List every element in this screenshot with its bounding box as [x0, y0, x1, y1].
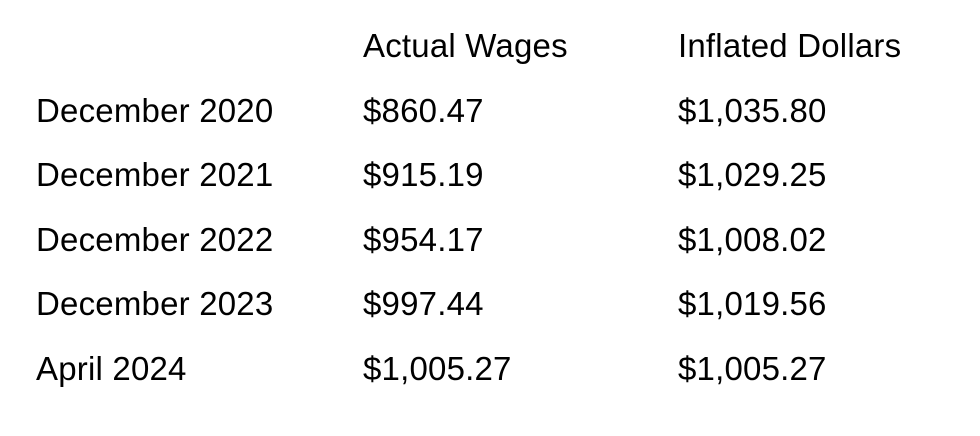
actual-wages-value: $1,005.27 — [363, 349, 512, 387]
row-label: December 2023 — [36, 285, 274, 323]
inflated-dollars-value: $1,035.80 — [678, 91, 827, 129]
table-row: December 2020 $860.47 $1,035.80 — [0, 79, 980, 144]
inflated-dollars-value: $1,008.02 — [678, 220, 827, 258]
row-label: December 2020 — [36, 91, 274, 129]
table-row: December 2023 $997.44 $1,019.56 — [0, 272, 980, 337]
inflated-dollars-value: $1,029.25 — [678, 156, 827, 194]
row-label: December 2022 — [36, 220, 274, 258]
actual-wages-value: $954.17 — [363, 220, 484, 258]
wages-table: Actual Wages Inflated Dollars December 2… — [0, 14, 980, 401]
actual-wages-value: $860.47 — [363, 91, 484, 129]
table-header-row: Actual Wages Inflated Dollars — [0, 14, 980, 79]
actual-wages-value: $915.19 — [363, 156, 484, 194]
row-label: April 2024 — [36, 349, 187, 387]
table-row: December 2021 $915.19 $1,029.25 — [0, 143, 980, 208]
table-row: April 2024 $1,005.27 $1,005.27 — [0, 337, 980, 402]
column-header-actual-wages: Actual Wages — [363, 27, 568, 65]
actual-wages-value: $997.44 — [363, 285, 484, 323]
inflated-dollars-value: $1,019.56 — [678, 285, 827, 323]
column-header-inflated-dollars: Inflated Dollars — [678, 27, 902, 65]
inflated-dollars-value: $1,005.27 — [678, 349, 827, 387]
table-row: December 2022 $954.17 $1,008.02 — [0, 208, 980, 273]
row-label: December 2021 — [36, 156, 274, 194]
